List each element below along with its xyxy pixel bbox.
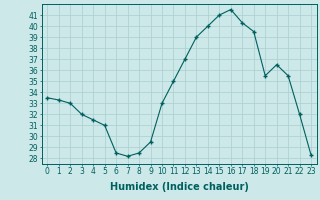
X-axis label: Humidex (Indice chaleur): Humidex (Indice chaleur) [110,182,249,192]
